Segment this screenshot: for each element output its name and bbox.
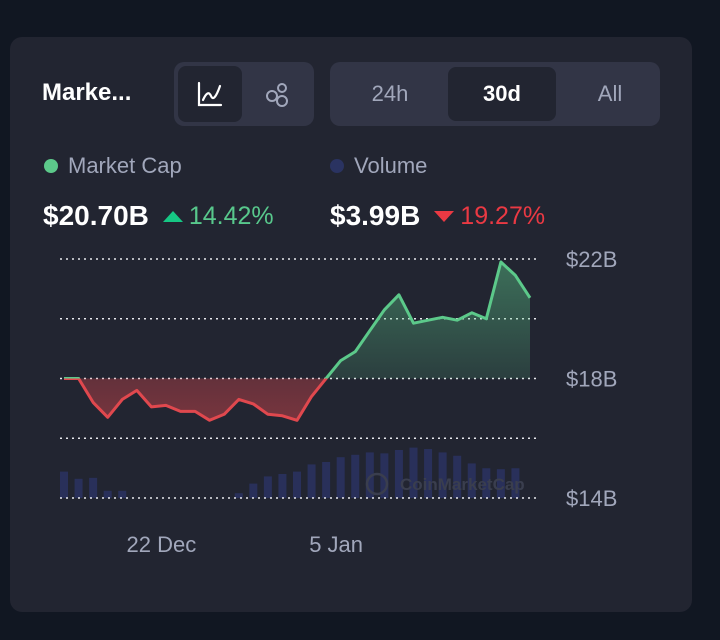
volume-bar <box>409 447 418 498</box>
bubble-chart-view-button[interactable] <box>246 66 310 122</box>
volume-bar <box>74 478 83 498</box>
volume-bar <box>307 464 316 498</box>
chart-view-toggle <box>174 62 314 126</box>
x-tick-label: 22 Dec <box>127 532 197 557</box>
caret-up-icon <box>162 210 183 222</box>
volume-bar <box>263 476 272 498</box>
bubbles-icon <box>266 83 288 107</box>
market-cap-change: 14.42% <box>188 201 274 230</box>
market-cap-card: Marke... 24h 30d All Market Cap Volume $… <box>10 37 692 612</box>
volume-stat: $3.99B 19.27% <box>330 200 545 232</box>
volume-bar <box>103 490 112 498</box>
y-tick-label: $22B <box>566 247 617 272</box>
volume-bar <box>424 449 433 498</box>
volume-bar <box>293 471 301 498</box>
volume-change: 19.27% <box>460 201 546 230</box>
time-range-selector: 24h 30d All <box>330 62 660 126</box>
range-30d-button[interactable]: 30d <box>448 67 556 121</box>
volume-bar <box>482 468 491 498</box>
volume-bar <box>453 455 462 498</box>
range-24h-button[interactable]: 24h <box>371 81 409 106</box>
coinmarketcap-logo-icon <box>365 472 389 496</box>
card-title: Marke... <box>42 79 132 106</box>
x-tick-label: 5 Jan <box>309 532 363 557</box>
area-above-baseline <box>64 262 530 379</box>
volume-bar <box>394 450 403 498</box>
volume-bar <box>351 454 360 498</box>
line-chart-view-button[interactable] <box>178 66 242 122</box>
y-tick-label: $14B <box>566 486 617 511</box>
volume-dot-icon <box>330 159 344 173</box>
volume-value: $3.99B <box>330 200 421 231</box>
market-cap-line-down <box>64 378 329 422</box>
volume-bar <box>118 490 127 498</box>
legend-volume-label: Volume <box>354 153 428 178</box>
volume-bar <box>511 468 520 498</box>
volume-bar <box>60 471 68 498</box>
volume-bar <box>438 452 447 498</box>
watermark-text: CoinMarketCap <box>400 475 525 494</box>
volume-bar <box>336 457 345 498</box>
volume-bar <box>278 474 287 498</box>
volume-bar <box>496 469 505 498</box>
market-cap-stat: $20.70B 14.42% <box>43 200 274 232</box>
volume-bar <box>365 452 374 498</box>
line-chart-icon <box>197 81 223 107</box>
volume-bar <box>234 493 243 498</box>
caret-down-icon <box>434 210 455 222</box>
market-cap-dot-icon <box>44 159 58 173</box>
y-tick-label: $18B <box>566 367 617 392</box>
legend-market-cap-label: Market Cap <box>68 153 182 178</box>
volume-bar <box>467 463 476 498</box>
range-all-button[interactable]: All <box>597 81 623 106</box>
volume-bar <box>249 483 258 498</box>
legend-market-cap[interactable]: Market Cap <box>44 153 182 179</box>
volume-bar <box>89 477 98 498</box>
market-cap-value: $20.70B <box>43 200 149 231</box>
market-cap-line-up <box>64 260 532 379</box>
volume-bar <box>322 462 331 498</box>
legend-volume[interactable]: Volume <box>330 153 427 179</box>
